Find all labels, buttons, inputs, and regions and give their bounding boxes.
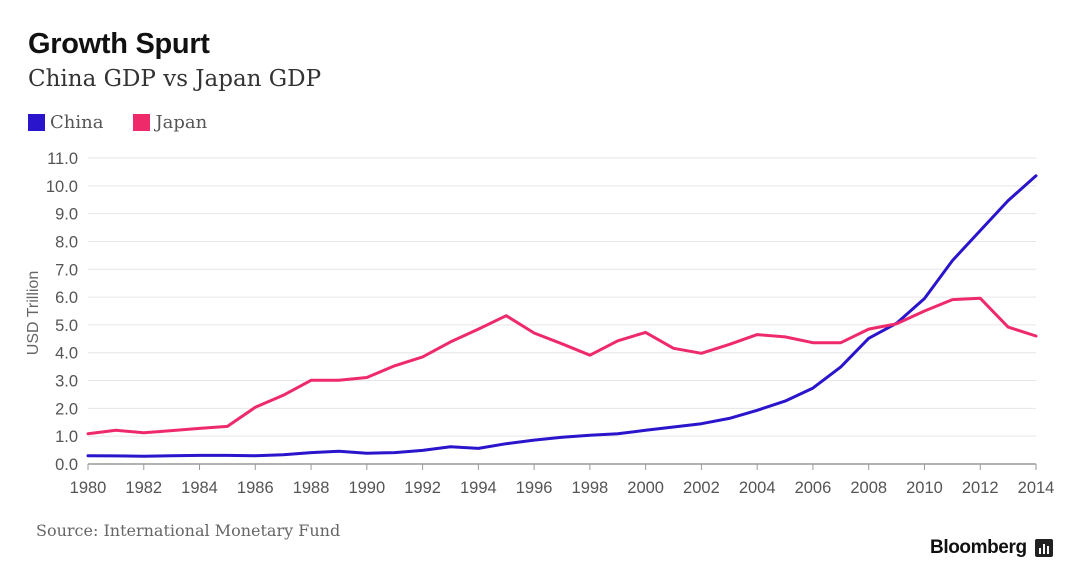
legend-label-japan: Japan — [155, 112, 208, 133]
chart-title: Growth Spurt — [28, 28, 210, 60]
y-tick-label: 3.0 — [55, 373, 78, 391]
y-tick-label: 8.0 — [55, 233, 78, 251]
x-tick-label: 2000 — [627, 479, 664, 497]
y-tick-label: 10.0 — [46, 178, 78, 196]
x-tick-label: 2004 — [739, 479, 776, 497]
series-line-china — [86, 174, 1038, 458]
y-axis-ticks: 0.0 1.0 2.0 3.0 4.0 5.0 6.0 7.0 8.0 9.0 10.0 11.0 — [46, 150, 78, 474]
x-tick-label: 1994 — [460, 479, 497, 497]
legend-swatch-japan — [133, 114, 151, 131]
brand-logo: Bloomberg — [930, 537, 1053, 559]
brand-name: Bloomberg — [930, 537, 1027, 558]
y-tick-label: 11.0 — [47, 150, 78, 168]
legend-item-japan: Japan — [133, 112, 207, 133]
x-tick-label: 2002 — [683, 479, 720, 497]
x-tick-label: 2012 — [962, 479, 999, 497]
x-tick-label: 1998 — [572, 479, 609, 497]
bloomberg-chart-icon — [1034, 539, 1053, 557]
source-note: Source: International Monetary Fund — [36, 521, 341, 540]
legend-item-china: China — [28, 112, 103, 133]
y-tick-label: 9.0 — [55, 206, 78, 224]
y-tick-label: 7.0 — [55, 261, 78, 279]
x-tick-label: 2008 — [850, 479, 887, 497]
x-tick-label: 2010 — [906, 479, 943, 497]
y-tick-label: 5.0 — [55, 317, 78, 335]
chart-subtitle: China GDP vs Japan GDP — [28, 66, 322, 92]
x-tick-label: 1996 — [516, 479, 553, 497]
y-tick-label: 4.0 — [55, 345, 78, 363]
grid-lines — [88, 157, 1036, 437]
x-tick-label: 2006 — [795, 479, 832, 497]
x-tick-label: 2014 — [1018, 479, 1055, 497]
x-tick-label: 1986 — [237, 479, 274, 497]
y-axis-title: USD Trillion — [25, 271, 42, 355]
x-tick-label: 1980 — [70, 479, 107, 497]
legend-swatch-china — [28, 114, 45, 131]
y-tick-label: 1.0 — [55, 428, 78, 446]
legend: China Japan — [28, 112, 207, 133]
x-tick-label: 1990 — [348, 479, 385, 497]
y-tick-label: 6.0 — [55, 289, 78, 307]
y-tick-label: 0.0 — [55, 456, 78, 474]
x-axis-ticks: 1980 1982 1984 1986 1988 1990 1992 1994 1996 1998… — [70, 464, 1055, 497]
x-tick-label: 1992 — [404, 479, 441, 497]
x-tick-label: 1982 — [125, 479, 162, 497]
y-tick-label: 2.0 — [55, 400, 78, 418]
x-tick-label: 1988 — [293, 479, 330, 497]
x-tick-label: 1984 — [181, 479, 218, 497]
series-lines — [86, 174, 1038, 458]
legend-label-china: China — [50, 112, 104, 133]
series-line-japan — [86, 296, 1038, 436]
